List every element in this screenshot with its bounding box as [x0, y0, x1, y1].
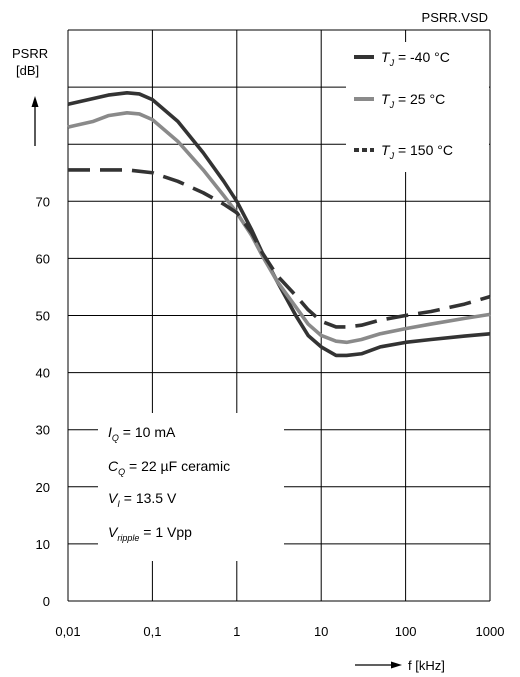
y-tick-label: 20: [36, 480, 50, 495]
condition-2-symbol: V: [108, 490, 119, 506]
condition-1-subscript: Q: [118, 467, 125, 477]
x-axis-label: f [kHz]: [408, 658, 445, 673]
legend-entry-0-symbol: T: [381, 49, 391, 65]
condition-3: Vripple = 1 Vpp: [108, 524, 192, 543]
condition-0: IQ = 10 mA: [108, 424, 176, 443]
y-tick-label: 70: [36, 194, 50, 209]
y-axis-label-line1: PSRR: [12, 46, 48, 61]
series-line-1: [67, 111, 491, 345]
y-tick-label: 10: [36, 537, 50, 552]
legend: TJ = -40 °CTJ = 25 °CTJ = 150 °C: [354, 49, 453, 161]
series-layer: [67, 91, 491, 358]
annotation-background: [98, 413, 284, 561]
condition-3-subscript: ripple: [117, 533, 139, 543]
legend-entry-0-subscript: J: [389, 58, 395, 68]
legend-entry-1-symbol: T: [381, 91, 391, 107]
y-tick-label: 30: [36, 423, 50, 438]
legend-entry-0-value: = -40 °C: [394, 49, 450, 65]
condition-0-value: = 10 mA: [119, 424, 176, 440]
legend-entry-1-value: = 25 °C: [394, 91, 445, 107]
file-label: PSRR.VSD: [422, 10, 488, 25]
legend-entry-1-subscript: J: [389, 100, 395, 110]
legend-entry-1: TJ = 25 °C: [381, 91, 445, 110]
x-tick-label: 100: [395, 624, 417, 639]
legend-entry-2: TJ = 150 °C: [381, 142, 453, 161]
condition-1-value: = 22 µF ceramic: [125, 458, 230, 474]
condition-0-subscript: Q: [112, 433, 119, 443]
condition-1: CQ = 22 µF ceramic: [108, 458, 230, 477]
condition-2-value: = 13.5 V: [120, 490, 177, 506]
y-tick-label: 0: [43, 594, 50, 609]
label-backgrounds: [98, 42, 489, 561]
x-axis-arrow: [355, 661, 402, 669]
condition-3-symbol: V: [108, 524, 119, 540]
y-tick-label: 50: [36, 309, 50, 324]
legend-entry-2-value: = 150 °C: [394, 142, 453, 158]
x-tick-label: 0,1: [143, 624, 161, 639]
condition-0-symbol: I: [108, 424, 112, 440]
condition-1-symbol: C: [108, 458, 119, 474]
x-tick-label: 1: [233, 624, 240, 639]
legend-background: [346, 42, 489, 172]
tick-labels: 0,01 0,1 1 10 100 1000 0 10 20 30 40 50 60 70: [36, 194, 505, 639]
condition-3-value: = 1 Vpp: [139, 524, 192, 540]
y-axis-label-line2: [dB]: [16, 63, 39, 78]
y-tick-label: 40: [36, 366, 50, 381]
y-tick-label: 60: [36, 251, 50, 266]
legend-entry-2-subscript: J: [389, 151, 395, 161]
legend-entry-0: TJ = -40 °C: [381, 49, 450, 68]
x-tick-label: 0,01: [55, 624, 80, 639]
x-tick-label: 10: [314, 624, 328, 639]
y-axis-arrow: [31, 96, 39, 146]
condition-2-subscript: I: [117, 499, 120, 509]
legend-entry-2-symbol: T: [381, 142, 391, 158]
series-line-2: [68, 168, 491, 329]
condition-2: VI = 13.5 V: [108, 490, 177, 509]
x-tick-label: 1000: [476, 624, 505, 639]
